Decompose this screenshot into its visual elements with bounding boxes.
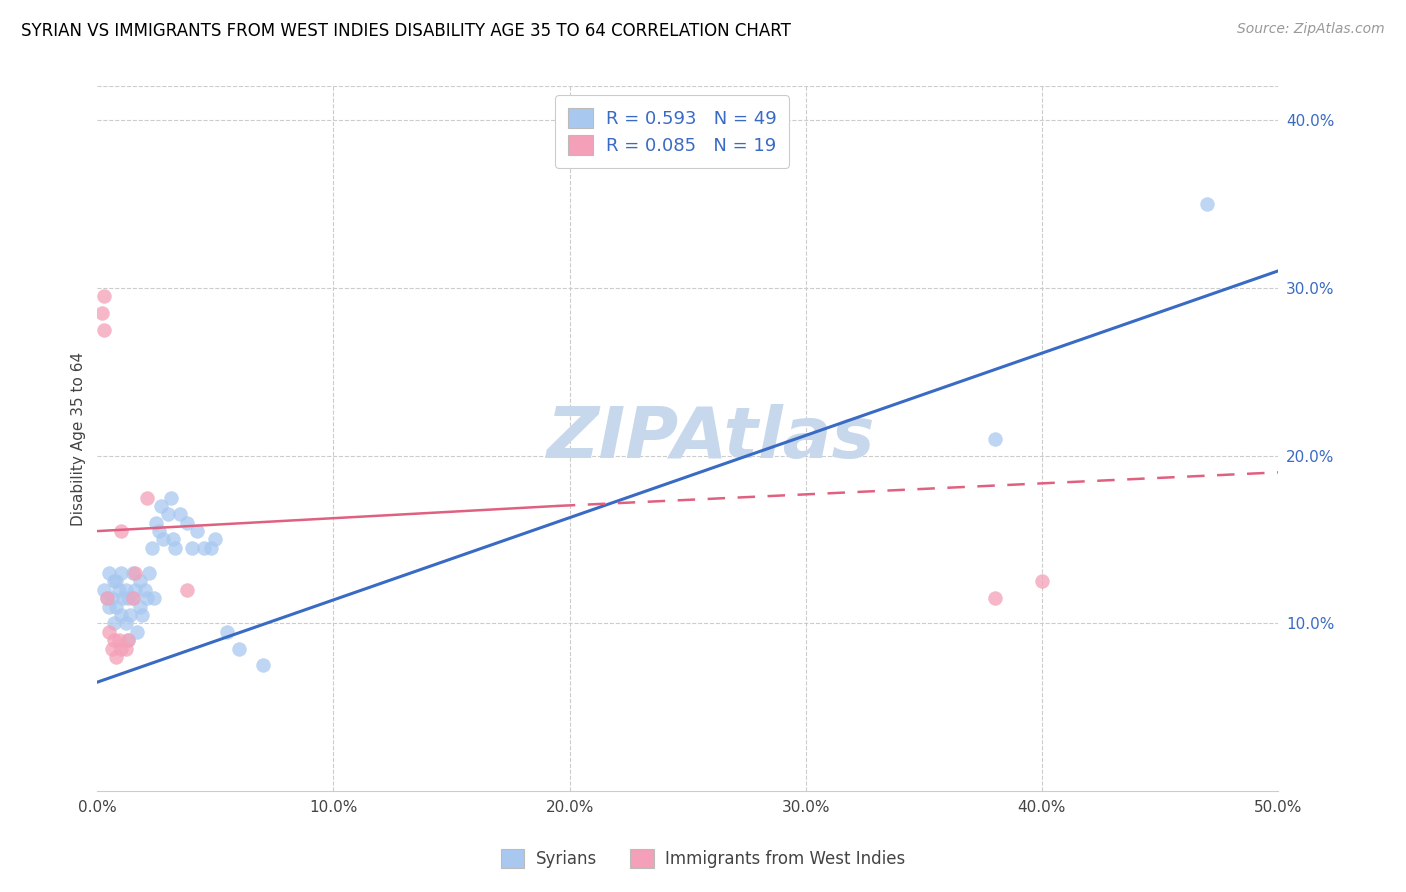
Point	[217, 624, 239, 639]
Point	[120, 607, 142, 622]
Point	[107, 633, 129, 648]
Point	[112, 591, 135, 606]
Point	[169, 508, 191, 522]
Point	[134, 582, 156, 597]
Text: Source: ZipAtlas.com: Source: ZipAtlas.com	[1237, 22, 1385, 37]
Point	[105, 574, 128, 589]
Point	[176, 582, 198, 597]
Point	[107, 582, 129, 597]
Point	[93, 289, 115, 303]
Point	[96, 591, 118, 606]
Point	[200, 541, 222, 555]
Point	[93, 582, 115, 597]
Point	[228, 641, 250, 656]
Point	[124, 582, 146, 597]
Point	[127, 624, 149, 639]
Point	[152, 533, 174, 547]
Point	[110, 566, 132, 580]
Point	[114, 582, 136, 597]
Point	[1197, 197, 1219, 211]
Point	[159, 491, 181, 505]
Point	[110, 524, 132, 538]
Point	[105, 650, 128, 665]
Point	[121, 591, 143, 606]
Point	[114, 616, 136, 631]
Text: SYRIAN VS IMMIGRANTS FROM WEST INDIES DISABILITY AGE 35 TO 64 CORRELATION CHART: SYRIAN VS IMMIGRANTS FROM WEST INDIES DI…	[21, 22, 792, 40]
Point	[141, 541, 163, 555]
Legend: Syrians, Immigrants from West Indies: Syrians, Immigrants from West Indies	[494, 843, 912, 875]
Point	[98, 599, 121, 614]
Text: ZIPAtlas: ZIPAtlas	[547, 404, 876, 474]
Point	[157, 508, 180, 522]
Point	[103, 633, 125, 648]
Point	[121, 591, 143, 606]
Point	[150, 499, 173, 513]
Point	[252, 658, 274, 673]
Point	[100, 591, 122, 606]
Legend: R = 0.593   N = 49, R = 0.085   N = 19: R = 0.593 N = 49, R = 0.085 N = 19	[555, 95, 789, 168]
Point	[1031, 574, 1053, 589]
Point	[114, 641, 136, 656]
Point	[136, 491, 159, 505]
Point	[93, 323, 115, 337]
Point	[117, 633, 139, 648]
Point	[204, 533, 226, 547]
Point	[162, 533, 184, 547]
Point	[165, 541, 187, 555]
Point	[983, 591, 1005, 606]
Point	[110, 607, 132, 622]
Point	[117, 591, 139, 606]
Point	[91, 306, 114, 320]
Point	[103, 574, 125, 589]
Point	[110, 641, 132, 656]
Point	[121, 566, 143, 580]
Point	[128, 599, 150, 614]
Point	[186, 524, 208, 538]
Point	[98, 566, 121, 580]
Point	[96, 591, 118, 606]
Point	[145, 516, 167, 530]
Point	[103, 616, 125, 631]
Point	[143, 591, 166, 606]
Point	[193, 541, 215, 555]
Point	[138, 566, 160, 580]
Point	[100, 641, 122, 656]
Point	[128, 574, 150, 589]
Point	[131, 607, 153, 622]
Point	[136, 591, 159, 606]
Point	[983, 432, 1005, 446]
Point	[176, 516, 198, 530]
Point	[148, 524, 170, 538]
Point	[117, 633, 139, 648]
Y-axis label: Disability Age 35 to 64: Disability Age 35 to 64	[72, 351, 86, 526]
Point	[98, 624, 121, 639]
Point	[105, 599, 128, 614]
Point	[180, 541, 202, 555]
Point	[124, 566, 146, 580]
